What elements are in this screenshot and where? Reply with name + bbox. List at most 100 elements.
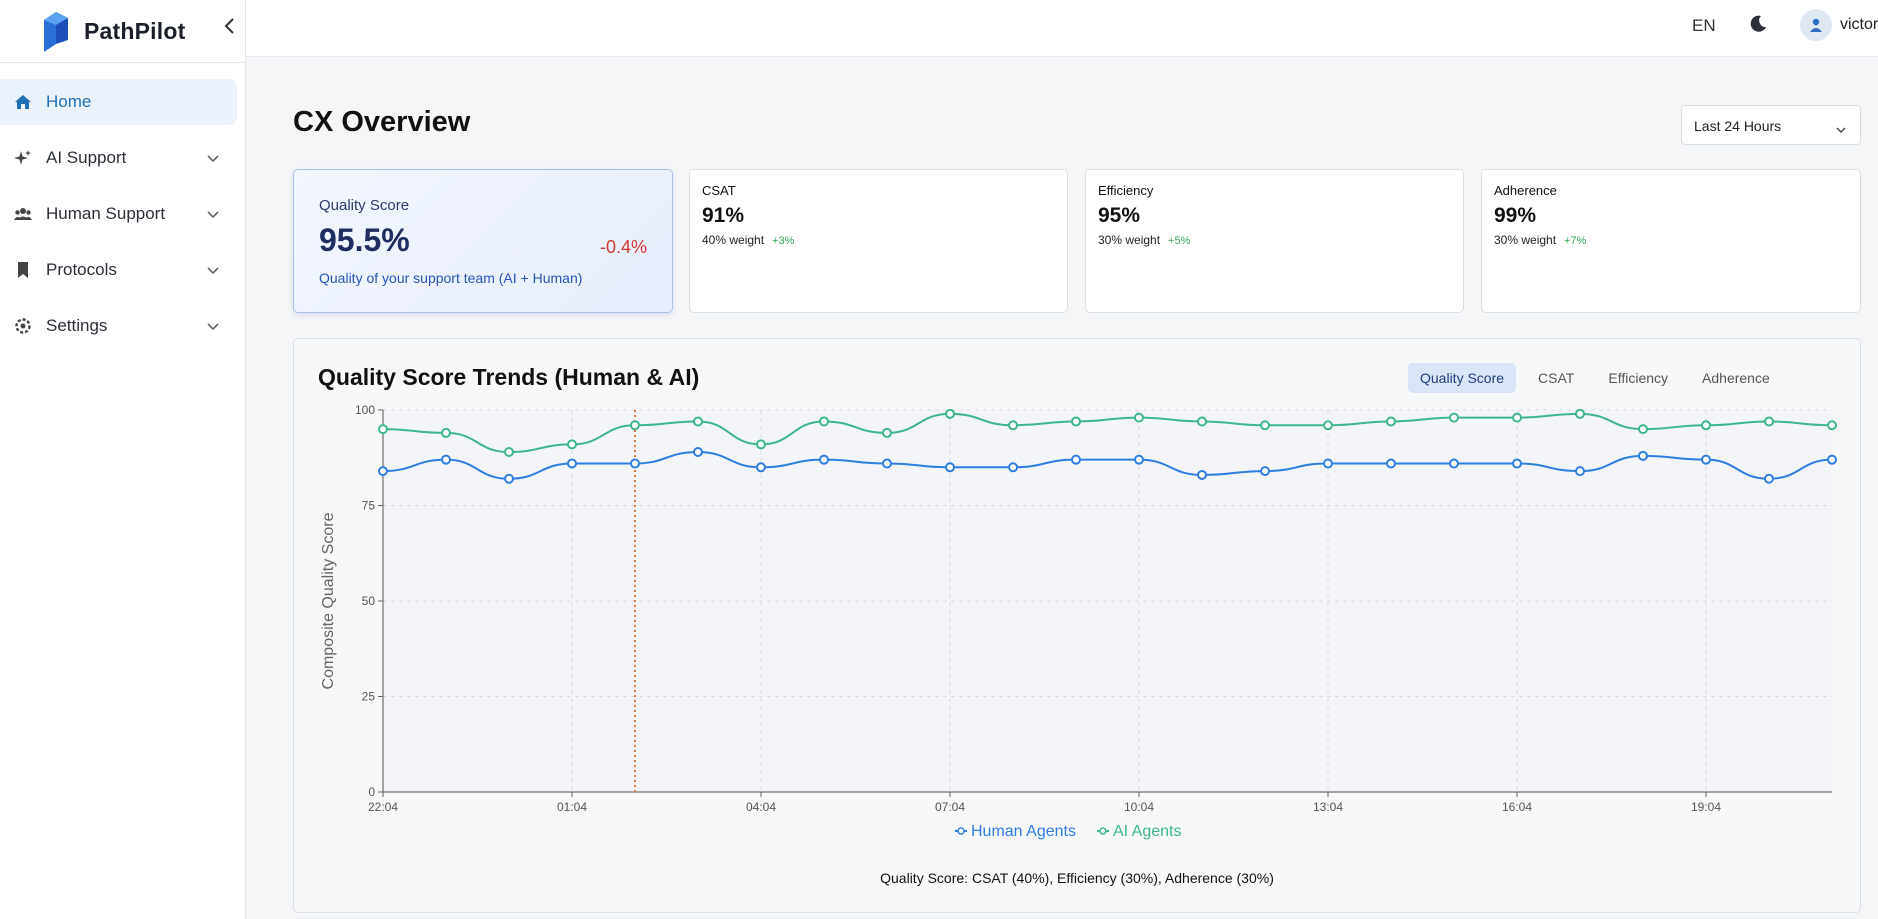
legend-label: AI Agents: [1113, 823, 1182, 840]
data-point-ai: [1575, 408, 1585, 419]
data-point-ai: [1197, 416, 1207, 427]
sidebar-item-human-support[interactable]: Human Support: [0, 191, 237, 237]
legend-marker: [1099, 827, 1107, 835]
chart-footnote: Quality Score: CSAT (40%), Efficiency (3…: [294, 870, 1860, 886]
sparkle-icon: [14, 149, 32, 167]
data-point-human: [1827, 454, 1837, 465]
user-icon: [1810, 18, 1822, 32]
quality-trends-panel: Quality Score Trends (Human & AI) Qualit…: [293, 338, 1861, 913]
data-point-human: [1134, 454, 1144, 465]
sidebar-item-settings[interactable]: Settings: [0, 303, 237, 349]
data-point-ai: [882, 427, 892, 438]
brand: PathPilot: [0, 0, 245, 63]
chevron-down-icon: [1836, 121, 1846, 137]
chevron-down-icon: [207, 318, 219, 336]
data-point-human: [1008, 462, 1018, 473]
data-point-human: [756, 462, 766, 473]
quality-trend-chart: 0 25 50 75 100 22:04 01:04 04:04 07:04 10:04 13:04…: [320, 403, 1837, 840]
sidebar-item-label: Settings: [46, 316, 108, 335]
data-point-human: [945, 462, 955, 473]
chevron-down-icon: [207, 206, 219, 224]
data-point-ai: [1701, 420, 1711, 431]
y-tick-label: 0: [368, 785, 375, 799]
legend-marker: [957, 827, 965, 835]
data-point-human: [1260, 466, 1270, 477]
topbar: EN victor: [246, 0, 1878, 57]
data-point-human: [693, 447, 703, 458]
avatar[interactable]: [1800, 9, 1832, 41]
data-point-ai: [1512, 412, 1522, 423]
adherence-card[interactable]: Adherence 99% 30% weight +7%: [1481, 169, 1861, 313]
tab-efficiency[interactable]: Efficiency: [1608, 370, 1669, 386]
sidebar-item-protocols[interactable]: Protocols: [0, 247, 237, 293]
tab-adherence[interactable]: Adherence: [1702, 370, 1770, 386]
y-tick-label: 75: [362, 499, 376, 513]
card-title: Efficiency: [1098, 183, 1154, 198]
data-point-human: [378, 466, 388, 477]
weight-text: 30% weight: [1098, 233, 1161, 247]
sidebar-item-home[interactable]: Home: [0, 79, 237, 125]
data-point-human: [1071, 454, 1081, 465]
csat-card[interactable]: CSAT 91% 40% weight +3%: [689, 169, 1068, 313]
sidebar-item-label: Human Support: [46, 204, 166, 223]
home-icon: [14, 93, 32, 111]
data-point-ai: [756, 439, 766, 450]
data-point-human: [1449, 458, 1459, 469]
card-weight: 40% weight +3%: [702, 233, 794, 247]
data-point-ai: [378, 424, 388, 435]
sidebar-item-label: Protocols: [46, 260, 117, 279]
dark-mode-icon[interactable]: [1748, 14, 1768, 39]
footnote-detail: CSAT (40%), Efficiency (30%), Adherence …: [971, 870, 1274, 886]
card-description: Quality of your support team (AI + Human…: [319, 270, 583, 286]
legend-label: Human Agents: [971, 823, 1076, 840]
data-point-ai: [1449, 412, 1459, 423]
data-point-ai: [819, 416, 829, 427]
panel-title: Quality Score Trends (Human & AI): [318, 364, 700, 390]
data-point-ai: [1764, 416, 1774, 427]
sidebar-item-ai-support[interactable]: AI Support: [0, 135, 237, 181]
data-point-human: [567, 458, 577, 469]
card-delta: +3%: [772, 235, 795, 247]
app-name: PathPilot: [84, 17, 186, 44]
data-point-human: [441, 454, 451, 465]
sidebar-item-label: AI Support: [46, 148, 127, 167]
sidebar: PathPilot Home AI Support Human Support: [0, 0, 246, 919]
data-point-human: [1197, 469, 1207, 480]
data-point-human: [1575, 466, 1585, 477]
page-title: CX Overview: [293, 106, 471, 138]
data-point-human: [1701, 454, 1711, 465]
data-point-ai: [1386, 416, 1396, 427]
language-switch[interactable]: EN: [1692, 16, 1716, 35]
data-point-ai: [1827, 420, 1837, 431]
bookmark-icon: [14, 261, 32, 279]
data-point-human: [630, 458, 640, 469]
card-value: 95%: [1098, 204, 1141, 227]
x-tick-label: 07:04: [935, 800, 965, 814]
data-point-ai: [1134, 412, 1144, 423]
collapse-sidebar-icon[interactable]: [224, 17, 236, 41]
x-tick-label: 01:04: [557, 800, 587, 814]
efficiency-card[interactable]: Efficiency 95% 30% weight +5%: [1085, 169, 1464, 313]
card-weight: 30% weight +5%: [1098, 233, 1190, 247]
data-point-ai: [945, 408, 955, 419]
tab-csat[interactable]: CSAT: [1538, 370, 1575, 386]
weight-text: 40% weight: [702, 233, 765, 247]
time-range-select[interactable]: Last 24 Hours: [1681, 105, 1861, 145]
sidebar-nav: Home AI Support Human Support Protoco: [0, 63, 245, 349]
series-line-human: [382, 451, 1833, 480]
card-value: 91%: [702, 204, 745, 227]
quality-score-card[interactable]: Quality Score 95.5% -0.4% Quality of you…: [293, 169, 673, 313]
x-tick-label: 13:04: [1313, 800, 1343, 814]
weight-text: 30% weight: [1494, 233, 1557, 247]
data-point-ai: [567, 439, 577, 450]
user-name[interactable]: victor: [1840, 16, 1878, 33]
card-value: 99%: [1494, 204, 1537, 227]
tab-quality-score[interactable]: Quality Score: [1408, 363, 1517, 393]
data-point-human: [1764, 473, 1774, 484]
data-point-human: [1638, 450, 1648, 461]
card-title: Quality Score: [319, 197, 410, 214]
footnote-prefix: Quality Score:: [880, 870, 972, 886]
x-tick-label: 22:04: [368, 800, 398, 814]
data-point-ai: [1260, 420, 1270, 431]
card-delta: +7%: [1564, 235, 1587, 247]
